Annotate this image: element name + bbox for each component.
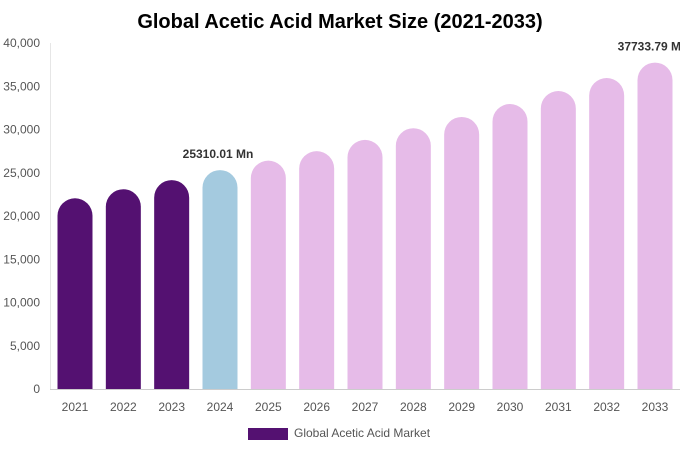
legend[interactable]: Global Acetic Acid Market (248, 426, 431, 440)
bar-2023[interactable] (154, 180, 190, 389)
legend-swatch (248, 428, 288, 440)
bar-2029[interactable] (444, 116, 480, 389)
bar-2027[interactable] (347, 139, 383, 389)
x-tick-label: 2023 (158, 400, 185, 414)
bar-2025[interactable] (250, 160, 286, 389)
x-tick-label: 2026 (303, 400, 330, 414)
y-tick-label: 0 (33, 382, 40, 396)
x-tick-label: 2028 (400, 400, 427, 414)
bar-2026[interactable] (299, 151, 335, 389)
x-tick-label: 2024 (207, 400, 234, 414)
y-tick-label: 25,000 (3, 166, 40, 180)
y-tick-label: 35,000 (3, 79, 40, 93)
x-tick-label: 2033 (642, 400, 669, 414)
x-tick-label: 2027 (352, 400, 379, 414)
chart-title: Global Acetic Acid Market Size (2021-203… (137, 11, 542, 33)
x-tick-label: 2022 (110, 400, 137, 414)
legend-label: Global Acetic Acid Market (294, 426, 431, 440)
x-tick-label: 2025 (255, 400, 282, 414)
bar-2032[interactable] (589, 78, 625, 389)
y-tick-label: 20,000 (3, 209, 40, 223)
x-tick-label: 2030 (497, 400, 524, 414)
y-tick-label: 30,000 (3, 123, 40, 137)
bar-2030[interactable] (492, 103, 528, 390)
x-tick-label: 2032 (593, 400, 620, 414)
x-tick-label: 2021 (62, 400, 89, 414)
data-label-2024: 25310.01 Mn (183, 147, 254, 161)
y-tick-label: 5,000 (10, 339, 40, 353)
bar-2021[interactable] (57, 198, 93, 389)
y-tick-label: 10,000 (3, 296, 40, 310)
bar-2031[interactable] (540, 91, 576, 389)
y-tick-label: 40,000 (3, 36, 40, 50)
x-tick-label: 2031 (545, 400, 572, 414)
y-tick-label: 15,000 (3, 252, 40, 266)
bar-2022[interactable] (105, 189, 141, 389)
bar-2024[interactable] (202, 170, 238, 389)
data-label-2033: 37733.79 Mn (618, 40, 680, 54)
bar-2028[interactable] (395, 128, 431, 389)
x-tick-label: 2029 (448, 400, 475, 414)
bar-2033[interactable] (637, 62, 673, 389)
